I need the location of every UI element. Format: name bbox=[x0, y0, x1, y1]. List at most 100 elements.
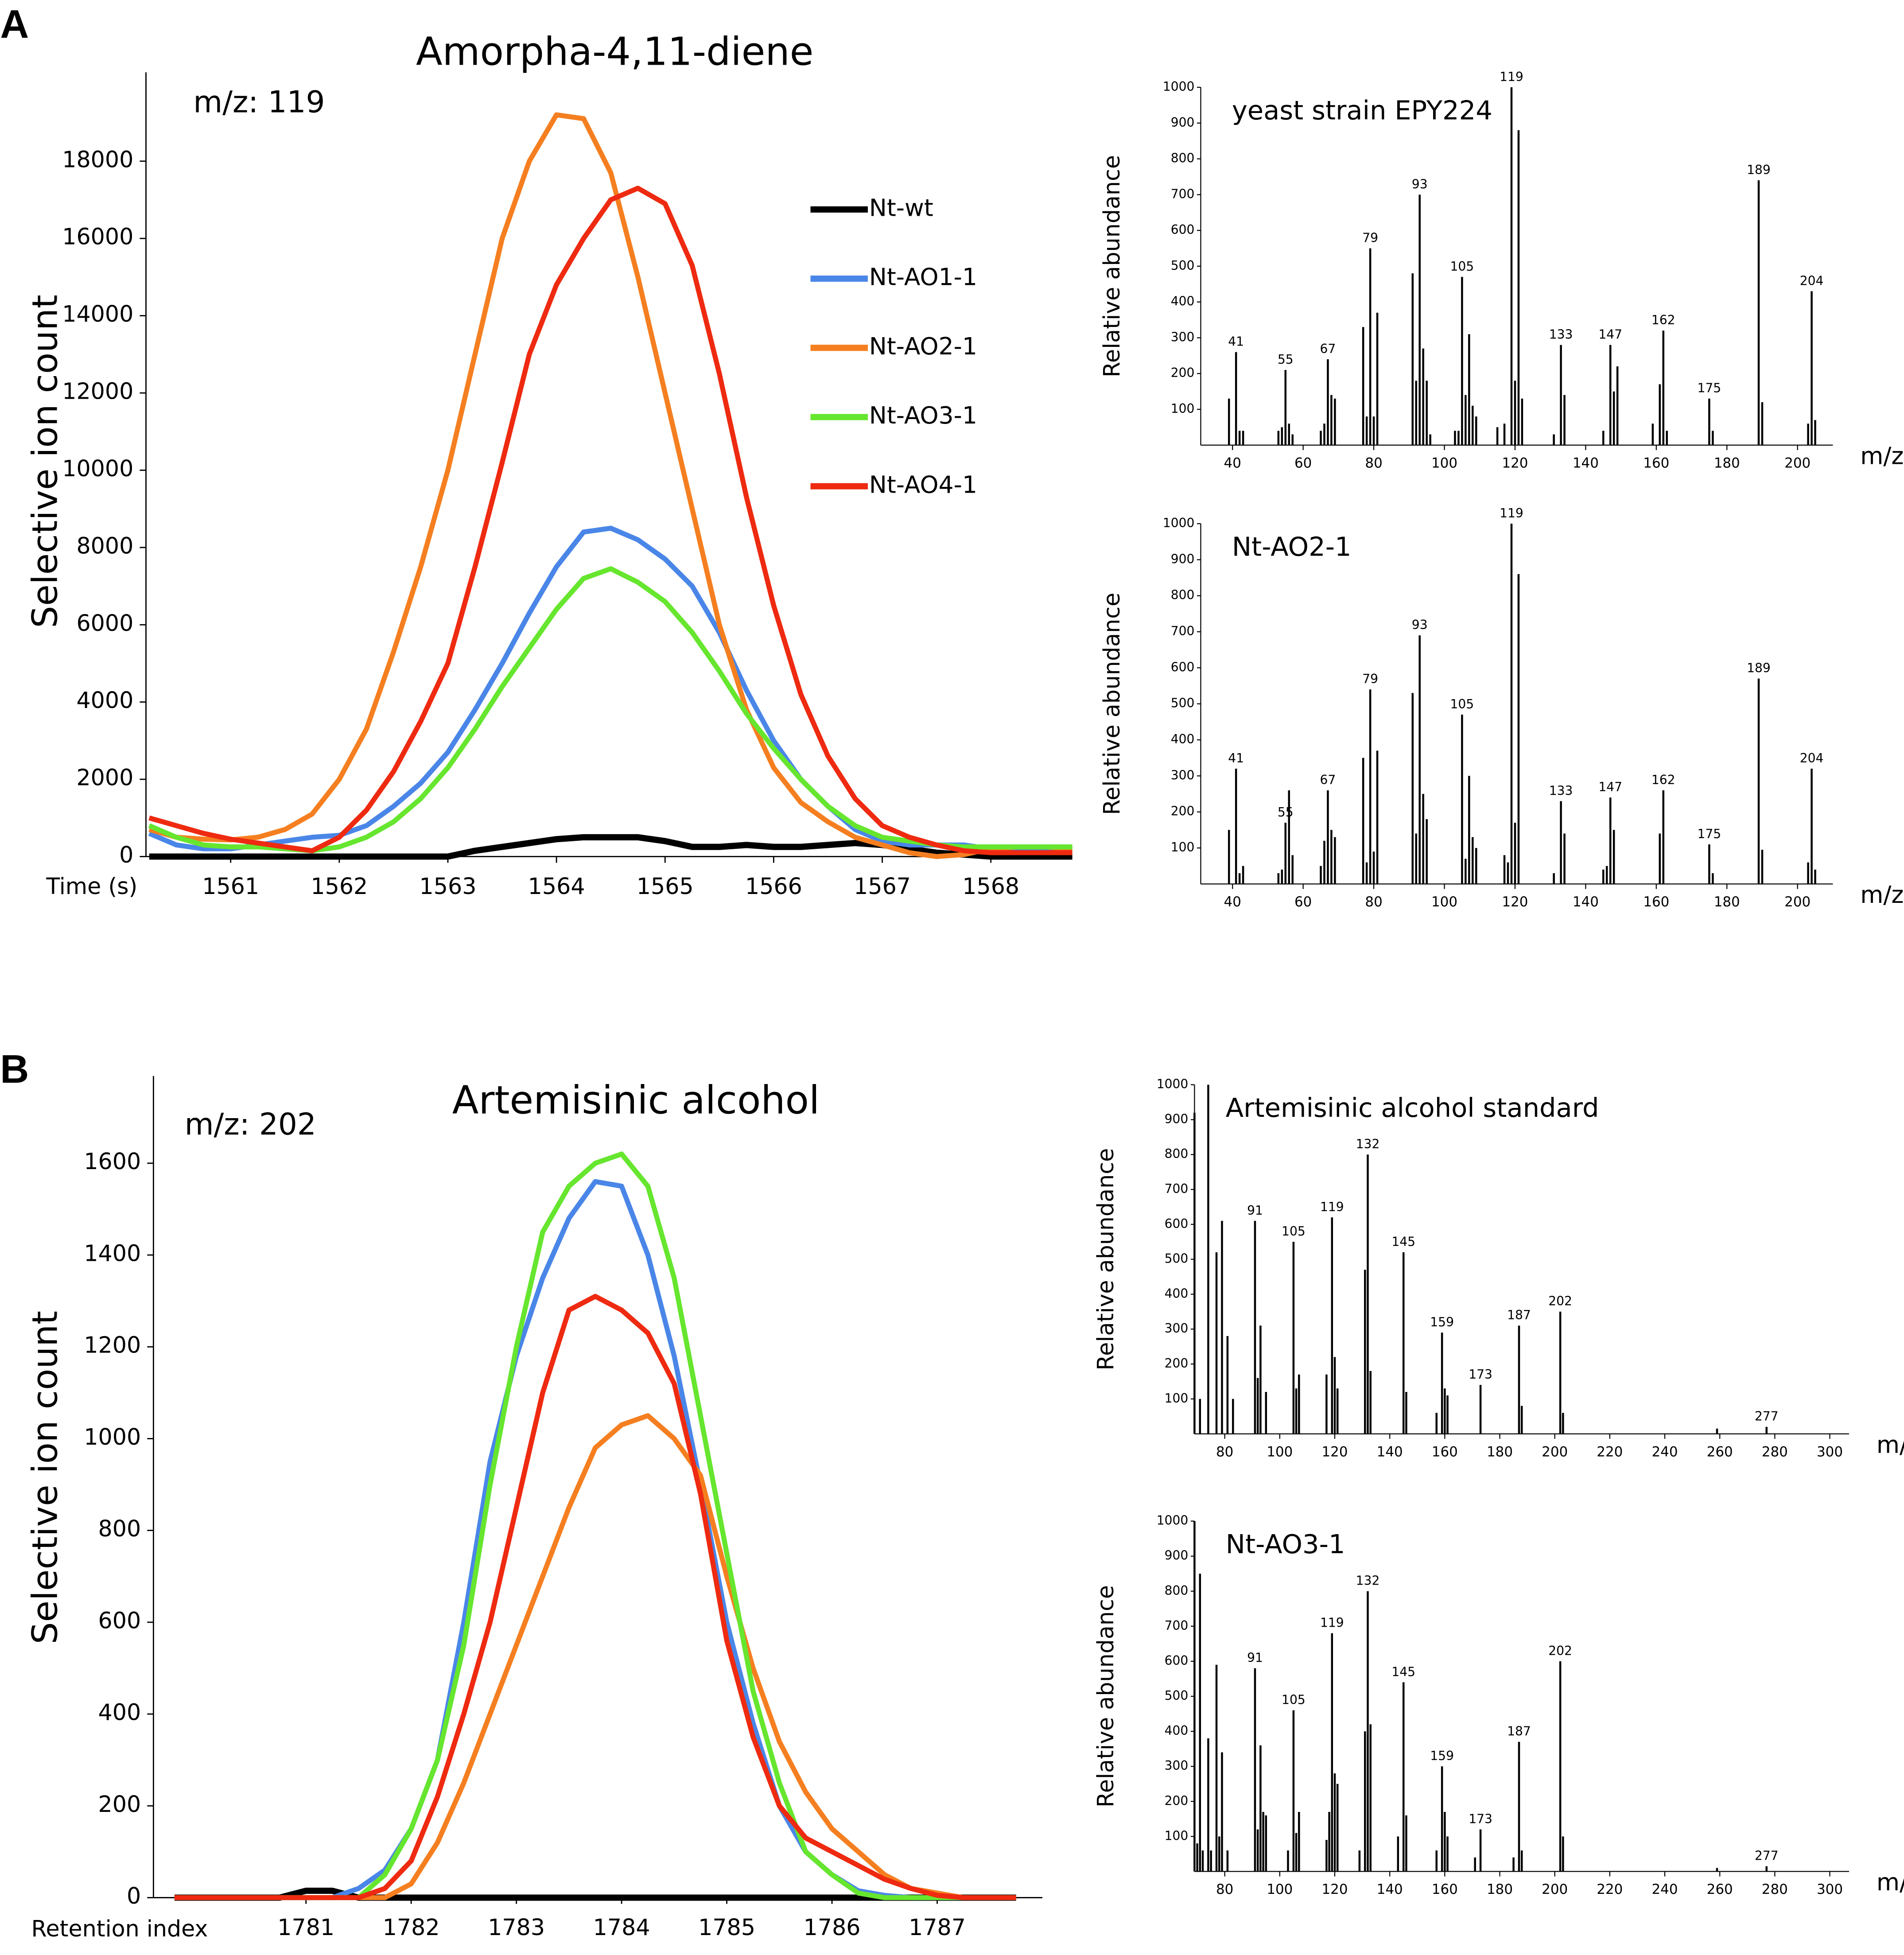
y-tick-label: 10000 bbox=[62, 455, 133, 482]
y-axis-label: Relative abundance bbox=[1099, 593, 1125, 815]
y-tick-label: 1400 bbox=[84, 1240, 141, 1266]
peak-label: 119 bbox=[1320, 1616, 1344, 1630]
series-line bbox=[148, 566, 1072, 854]
y-tick-label: 400 bbox=[1165, 1723, 1189, 1738]
x-tick-label: 180 bbox=[1487, 1444, 1513, 1460]
y-tick-label: 900 bbox=[1165, 1112, 1189, 1126]
y-tick-label: 300 bbox=[1171, 330, 1195, 344]
x-tick-label: 220 bbox=[1597, 1881, 1623, 1897]
peak-label: 91 bbox=[1247, 1203, 1263, 1218]
y-tick-label: 100 bbox=[1171, 840, 1195, 855]
y-tick-label: 500 bbox=[1171, 258, 1195, 273]
x-tick-label: 140 bbox=[1377, 1881, 1403, 1897]
peak-label: 91 bbox=[1247, 1651, 1263, 1665]
y-tick-label: 700 bbox=[1165, 1182, 1189, 1196]
x-axis-label: m/z bbox=[1877, 1868, 1904, 1896]
y-tick-label: 16000 bbox=[62, 224, 133, 250]
x-tick-label: 1785 bbox=[698, 1914, 755, 1940]
x-tick-label: 1563 bbox=[420, 873, 477, 899]
peak-label: 145 bbox=[1391, 1664, 1415, 1679]
y-tick-label: 600 bbox=[1165, 1217, 1189, 1231]
y-tick-label: 400 bbox=[1171, 294, 1195, 309]
x-tick-label: 260 bbox=[1707, 1444, 1733, 1460]
series-line bbox=[174, 1294, 1016, 1901]
y-tick-label: 0 bbox=[127, 1883, 141, 1909]
legend-label: Nt-AO3-1 bbox=[869, 401, 977, 429]
y-tick-label: 200 bbox=[1171, 365, 1195, 380]
x-tick-label: 100 bbox=[1267, 1881, 1293, 1897]
x-tick-label: 260 bbox=[1707, 1881, 1733, 1897]
peak-label: 93 bbox=[1412, 177, 1428, 191]
x-tick-label: 200 bbox=[1784, 894, 1811, 910]
peak-label: 132 bbox=[1356, 1137, 1380, 1151]
peak-label: 187 bbox=[1507, 1308, 1531, 1322]
x-tick-label: 120 bbox=[1321, 1881, 1348, 1897]
x-tick-label: 140 bbox=[1573, 455, 1599, 471]
y-tick-label: 200 bbox=[1165, 1793, 1189, 1808]
y-tick-label: 400 bbox=[1171, 732, 1195, 746]
x-tick-label: 1561 bbox=[202, 873, 259, 899]
y-tick-label: 900 bbox=[1171, 115, 1195, 130]
chart-title: Artemisinic alcohol standard bbox=[1226, 1092, 1599, 1123]
x-tick-label: 60 bbox=[1294, 894, 1312, 910]
x-tick-label: 1782 bbox=[383, 1914, 440, 1940]
y-tick-label: 2000 bbox=[76, 765, 133, 791]
peak-label: 55 bbox=[1278, 805, 1294, 820]
y-tick-label: 700 bbox=[1171, 187, 1195, 201]
peak-label: 105 bbox=[1282, 1224, 1306, 1239]
y-tick-label: 200 bbox=[1165, 1356, 1189, 1371]
legend-label: Nt-AO1-1 bbox=[869, 263, 977, 291]
peak-label: 145 bbox=[1391, 1235, 1415, 1249]
y-axis-label: Relative abundance bbox=[1092, 1585, 1119, 1807]
x-tick-label: 200 bbox=[1784, 455, 1811, 471]
legend-label: Nt-wt bbox=[869, 194, 933, 222]
annotation: m/z: 119 bbox=[193, 84, 325, 119]
x-tick-label: 1565 bbox=[637, 873, 694, 899]
x-tick-label: 140 bbox=[1573, 894, 1599, 910]
peak-label: 173 bbox=[1469, 1367, 1492, 1382]
x-tick-label: 1566 bbox=[745, 873, 802, 899]
peak-label: 187 bbox=[1507, 1724, 1531, 1739]
y-tick-label: 200 bbox=[98, 1791, 141, 1817]
x-tick-label: 300 bbox=[1817, 1881, 1843, 1897]
x-tick-label: 1564 bbox=[528, 873, 585, 899]
x-tick-label: 1568 bbox=[962, 873, 1019, 899]
peak-label: 132 bbox=[1356, 1574, 1380, 1588]
x-tick-label: 1567 bbox=[854, 873, 911, 899]
y-tick-label: 400 bbox=[1165, 1286, 1189, 1301]
y-tick-label: 500 bbox=[1165, 1252, 1189, 1266]
y-tick-label: 800 bbox=[1171, 151, 1195, 166]
x-tick-label: 160 bbox=[1432, 1444, 1458, 1460]
y-tick-label: 1000 bbox=[1157, 1513, 1189, 1528]
x-tick-label: 300 bbox=[1817, 1444, 1843, 1460]
x-tick-label: 1784 bbox=[593, 1914, 650, 1940]
x-tick-label: 120 bbox=[1502, 455, 1528, 471]
y-tick-label: 100 bbox=[1171, 401, 1195, 416]
y-tick-label: 300 bbox=[1165, 1758, 1189, 1773]
y-tick-label: 8000 bbox=[76, 532, 133, 559]
peak-label: 119 bbox=[1500, 70, 1523, 84]
y-tick-label: 100 bbox=[1165, 1828, 1189, 1843]
y-tick-label: 14000 bbox=[62, 301, 133, 327]
x-tick-label: 80 bbox=[1365, 894, 1382, 910]
x-axis-label: m/z bbox=[1860, 881, 1904, 909]
x-axis-label: Retention index bbox=[31, 1916, 208, 1942]
peak-label: 189 bbox=[1747, 661, 1771, 676]
x-tick-label: 80 bbox=[1216, 1881, 1233, 1897]
peak-label: 189 bbox=[1747, 163, 1771, 177]
x-tick-label: 120 bbox=[1502, 894, 1528, 910]
x-tick-label: 40 bbox=[1224, 894, 1241, 910]
x-tick-label: 160 bbox=[1643, 894, 1669, 910]
legend-label: Nt-AO2-1 bbox=[869, 332, 977, 360]
x-tick-label: 240 bbox=[1651, 1881, 1678, 1897]
y-tick-label: 1000 bbox=[1163, 79, 1195, 94]
y-tick-label: 18000 bbox=[62, 146, 133, 172]
x-tick-label: 1787 bbox=[909, 1914, 966, 1940]
peak-label: 277 bbox=[1755, 1409, 1779, 1424]
y-tick-label: 600 bbox=[98, 1607, 141, 1633]
series-line bbox=[174, 1179, 1016, 1901]
peak-label: 175 bbox=[1698, 381, 1721, 396]
y-tick-label: 800 bbox=[98, 1516, 141, 1542]
series-line bbox=[148, 112, 1072, 859]
